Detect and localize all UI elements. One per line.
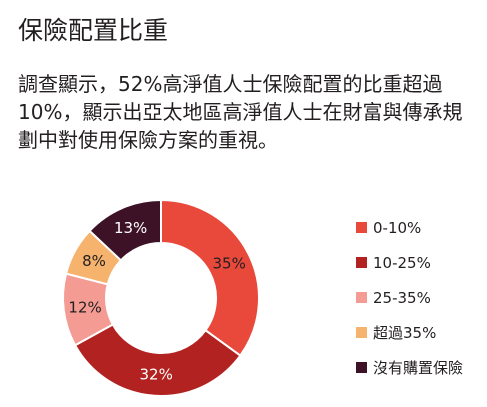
legend-swatch (356, 292, 367, 303)
chart-title: 保險配置比重 (18, 16, 169, 45)
legend-item: 25-35% (356, 280, 463, 315)
legend-label: 0-10% (373, 218, 422, 237)
legend-label: 10-25% (373, 253, 431, 272)
legend-swatch (356, 327, 367, 338)
legend-swatch (356, 222, 367, 233)
donut-slice (160, 198, 260, 358)
slice-label: 32% (140, 365, 173, 383)
legend-label: 沒有購置保險 (373, 359, 464, 377)
chart-legend: 0-10% 10-25% 25-35% 超過35% 沒有購置保險 (356, 210, 463, 385)
legend-label: 25-35% (373, 288, 431, 307)
legend-label: 超過35% (373, 324, 437, 342)
slice-label: 12% (68, 299, 101, 317)
legend-swatch (356, 362, 367, 373)
slice-label: 8% (82, 252, 106, 270)
legend-item: 超過35% (356, 315, 463, 350)
slice-label: 13% (114, 219, 147, 237)
donut-slice (88, 198, 162, 262)
legend-item: 沒有購置保險 (356, 350, 463, 385)
chart-description: 調查顯示，52%高淨值人士保險配置的比重超過10%，顯示出亞太地區高淨值人士在財… (18, 72, 463, 152)
legend-item: 10-25% (356, 245, 463, 280)
legend-swatch (356, 257, 367, 268)
legend-item: 0-10% (356, 210, 463, 245)
slice-label: 35% (212, 254, 245, 272)
donut-slice (73, 323, 242, 397)
